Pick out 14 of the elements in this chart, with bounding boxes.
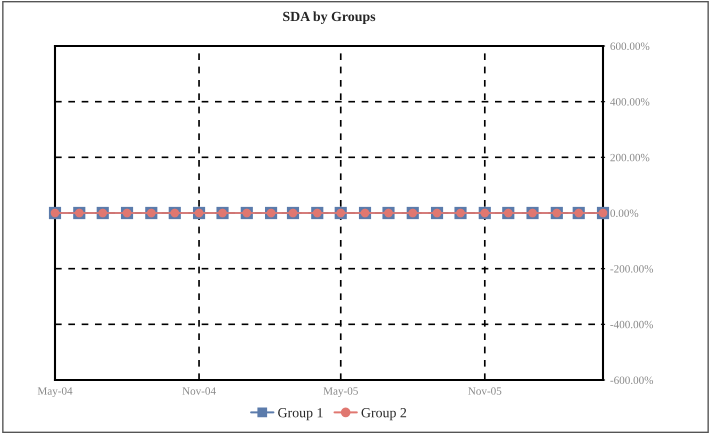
y-tick-label: 600.00%: [610, 42, 650, 50]
y-tick-label: -600.00%: [610, 376, 654, 384]
y-tick-label: 200.00%: [610, 154, 650, 162]
y-tick-label: 400.00%: [610, 98, 650, 106]
y-tick-label: -400.00%: [610, 320, 654, 328]
y-tick-label: 0.00%: [610, 209, 638, 218]
x-tick-label: Nov-04: [182, 387, 216, 395]
x-tick-label: Nov-05: [468, 387, 502, 395]
y-tick-label: -200.00%: [610, 265, 654, 273]
legend-label: Group 2: [362, 408, 406, 420]
x-tick-label: May-05: [323, 387, 358, 398]
x-tick-label: May-04: [38, 387, 72, 398]
legend-label: Group 1: [278, 408, 323, 420]
chart-title: SDA by Groups: [283, 11, 376, 24]
